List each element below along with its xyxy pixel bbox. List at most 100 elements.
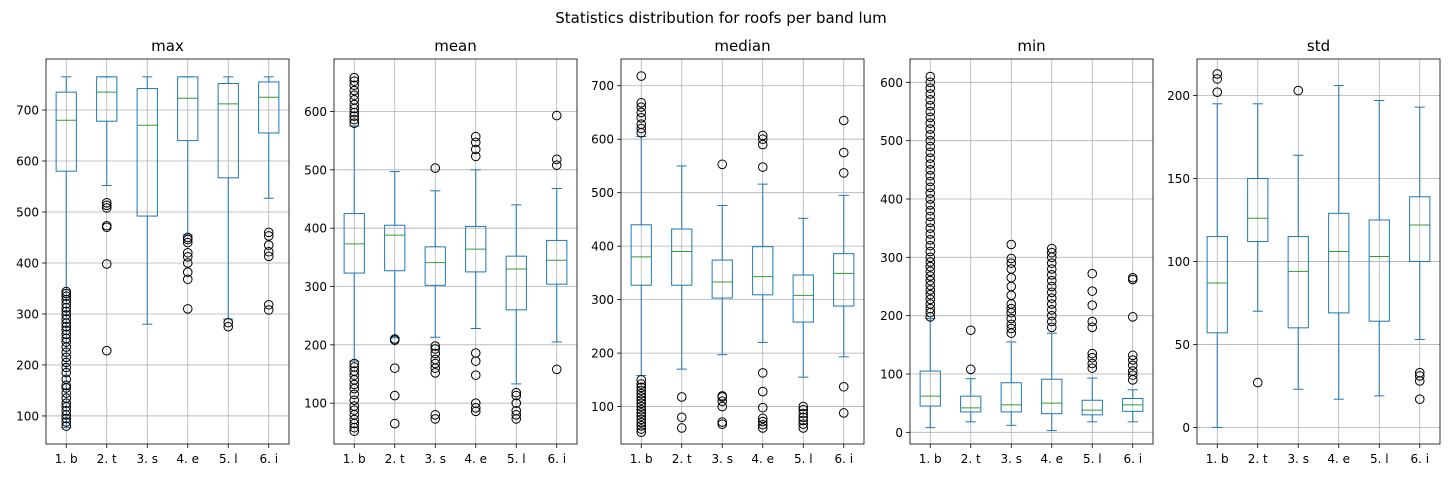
flier-point <box>636 421 647 431</box>
flier-point <box>798 423 809 433</box>
flier-point <box>1046 243 1057 254</box>
flier-point <box>757 413 768 424</box>
flier-point <box>838 168 849 178</box>
flier-point <box>717 159 728 170</box>
flier-point <box>925 235 936 245</box>
flier-point <box>925 280 936 291</box>
x-tick-label: 4. e <box>176 452 199 466</box>
flier-point <box>223 317 234 328</box>
y-tick-label: 700 <box>16 103 39 117</box>
flier-point <box>676 392 687 402</box>
flier-point <box>925 229 936 239</box>
flier-point <box>925 266 936 277</box>
flier-point <box>1046 247 1057 258</box>
flier-point <box>101 345 112 356</box>
flier-point <box>925 182 936 193</box>
flier-point <box>965 364 976 375</box>
flier-point <box>61 321 72 332</box>
x-tick-label: 3. s <box>1287 452 1309 466</box>
y-tick-label: 600 <box>880 76 903 90</box>
flier-point <box>798 404 809 415</box>
flier-point <box>1006 258 1017 268</box>
flier-point <box>636 382 647 393</box>
flier-point <box>925 106 936 117</box>
x-tick-label: 4. e <box>751 452 774 466</box>
y-tick-label: 400 <box>880 193 903 207</box>
box <box>833 253 855 307</box>
flier-point <box>636 388 647 399</box>
box <box>752 246 774 296</box>
y-tick-label: 400 <box>304 222 327 236</box>
flier-point <box>389 418 400 429</box>
flier-point <box>798 408 809 419</box>
flier-point <box>430 410 441 420</box>
flier-point <box>925 100 936 111</box>
box <box>1409 196 1431 262</box>
subplot-title: median <box>714 37 770 55</box>
flier-point <box>925 289 936 300</box>
y-tick-label: 100 <box>591 400 614 414</box>
flier-point <box>717 391 728 401</box>
flier-point <box>511 387 522 398</box>
box <box>136 88 158 217</box>
flier-point <box>636 119 647 130</box>
flier-point <box>925 165 936 175</box>
flier-point <box>1006 239 1017 250</box>
flier-point <box>1046 305 1057 315</box>
box <box>1368 219 1390 322</box>
flier-point <box>636 102 647 112</box>
flier-point <box>1087 348 1098 359</box>
flier-point <box>965 325 976 336</box>
flier-point <box>182 274 193 285</box>
flier-point <box>511 410 522 420</box>
flier-point <box>1087 358 1098 369</box>
flier-point <box>430 358 441 369</box>
flier-point <box>838 115 849 126</box>
flier-point <box>1127 370 1138 380</box>
flier-point <box>636 414 647 425</box>
x-tick-label: 3. s <box>1000 452 1022 466</box>
flier-point <box>636 411 647 421</box>
flier-point <box>349 395 360 406</box>
subplot-mean: 100 200 300 400 500 600 1. b 2. t 3. s 4. e 5. l 6.… <box>304 37 578 466</box>
flier-point <box>925 77 936 88</box>
box <box>792 274 814 323</box>
axes-frame <box>909 58 1154 445</box>
flier-point <box>1127 350 1138 361</box>
flier-point <box>925 217 936 228</box>
flier-point <box>925 200 936 210</box>
flier-point <box>1127 366 1138 376</box>
x-tick-label: 5. l <box>507 452 526 466</box>
subplot-title: std <box>1307 37 1330 55</box>
flier-point <box>1293 85 1304 96</box>
y-tick-label: 100 <box>304 397 327 411</box>
flier-point <box>925 188 936 198</box>
flier-point <box>61 374 72 385</box>
x-tick-label: 2. t <box>97 452 117 466</box>
x-tick-label: 5. l <box>1370 452 1389 466</box>
flier-point <box>470 348 481 358</box>
flier-point <box>636 107 647 118</box>
box <box>217 82 239 179</box>
flier-point <box>636 417 647 428</box>
box <box>546 239 568 285</box>
flier-point <box>61 329 72 340</box>
flier-point <box>757 423 768 433</box>
flier-point <box>925 95 936 105</box>
flier-point <box>925 141 936 152</box>
flier-point <box>349 366 360 376</box>
y-tick-label: 200 <box>16 358 39 372</box>
flier-point <box>636 408 647 418</box>
y-tick-label: 200 <box>304 338 327 352</box>
flier-point <box>61 314 72 324</box>
flier-point <box>798 412 809 423</box>
figure-title: Statistics distribution for roofs per ba… <box>555 9 887 27</box>
flier-point <box>636 379 647 389</box>
x-tick-label: 2. t <box>672 452 692 466</box>
x-tick-label: 6. i <box>259 452 278 466</box>
flier-point <box>1087 352 1098 363</box>
flier-point <box>263 251 274 262</box>
subplot-median: 100 200 300 400 500 600 700 1. b 2. t 3. s 4. e 5. … <box>591 37 865 466</box>
y-tick-label: 100 <box>880 368 903 382</box>
flier-point <box>551 160 562 170</box>
